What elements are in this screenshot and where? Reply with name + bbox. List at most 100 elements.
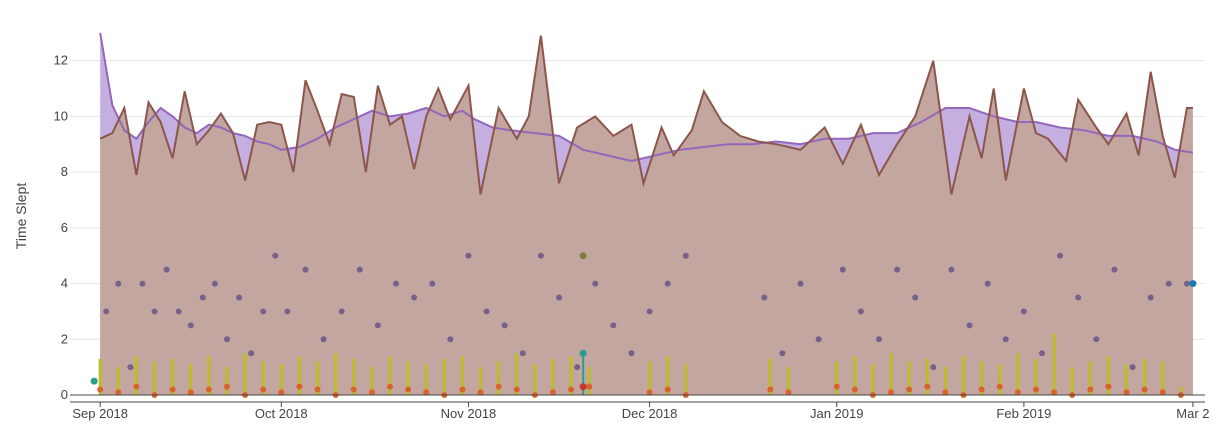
special-point (90, 377, 98, 385)
bar (1179, 386, 1183, 396)
data-point (411, 294, 418, 301)
data-point (447, 336, 454, 343)
marker-point (664, 386, 671, 393)
data-point (163, 266, 170, 273)
data-point (1165, 280, 1172, 287)
bar (768, 358, 772, 396)
y-tick-label: 12 (54, 53, 68, 68)
data-point (393, 280, 400, 287)
marker-point (223, 383, 230, 390)
data-point (1038, 350, 1045, 357)
y-axis-title: Time Slept (13, 183, 29, 250)
data-point (260, 308, 267, 315)
marker-point (1159, 389, 1166, 396)
data-point (501, 322, 508, 329)
data-point (628, 350, 635, 357)
x-tick-label: Dec 2018 (622, 406, 678, 421)
data-point (151, 308, 158, 315)
marker-point (423, 389, 430, 396)
marker-point (278, 389, 285, 396)
data-point (356, 266, 363, 273)
data-point (236, 294, 243, 301)
bar (648, 361, 652, 396)
marker-point (260, 386, 267, 393)
bar (424, 364, 428, 396)
bar (943, 367, 947, 396)
data-point (930, 364, 937, 371)
data-point (664, 280, 671, 287)
bar (1070, 367, 1074, 396)
data-point (948, 266, 955, 273)
marker-point (568, 386, 575, 393)
bar (442, 358, 446, 396)
bar (786, 367, 790, 396)
bar (998, 364, 1002, 396)
bar (925, 358, 929, 396)
marker-point (978, 386, 985, 393)
bar (533, 364, 537, 396)
marker-point (767, 386, 774, 393)
daily-sleep-area (100, 35, 1193, 395)
bar (116, 367, 120, 396)
data-point (429, 280, 436, 287)
marker-point (549, 389, 556, 396)
data-point (248, 350, 255, 357)
data-point (646, 308, 653, 315)
bar (569, 356, 573, 396)
bar (153, 361, 157, 396)
daily-sleep-line (99, 35, 1193, 195)
data-point (1020, 308, 1027, 315)
data-point (779, 350, 786, 357)
data-point (761, 294, 768, 301)
data-point (374, 322, 381, 329)
y-tick-label: 6 (61, 220, 68, 235)
bar (1034, 358, 1038, 396)
bar (316, 361, 320, 396)
bar (370, 367, 374, 396)
y-tick-label: 8 (61, 164, 68, 179)
bar (907, 361, 911, 396)
data-point (556, 294, 563, 301)
x-tick-label: Feb 2019 (996, 406, 1051, 421)
bar (1143, 358, 1147, 396)
data-point (1057, 252, 1064, 259)
bar (334, 353, 338, 396)
data-point (519, 350, 526, 357)
bar (1016, 353, 1020, 396)
marker-point (133, 383, 140, 390)
marker-point (350, 386, 357, 393)
data-point (187, 322, 194, 329)
bar (261, 361, 265, 396)
bar (587, 367, 591, 396)
data-point (284, 308, 291, 315)
data-point (839, 266, 846, 273)
bar (497, 361, 501, 396)
x-tick-label: Mar 2 (1176, 406, 1209, 421)
bar (1052, 333, 1056, 396)
bar (962, 356, 966, 396)
y-tick-label: 0 (61, 387, 68, 402)
data-point (223, 336, 230, 343)
bar (297, 356, 301, 396)
data-point (815, 336, 822, 343)
bar (98, 358, 102, 396)
bar (243, 353, 247, 396)
bar (980, 361, 984, 396)
marker-point (187, 389, 194, 396)
data-point (894, 266, 901, 273)
bar (388, 356, 392, 396)
marker-point (1087, 386, 1094, 393)
x-tick-label: Sep 2018 (72, 406, 128, 421)
data-point (966, 322, 973, 329)
marker-point (888, 389, 895, 396)
data-point (1129, 364, 1136, 371)
marker-point (97, 386, 104, 393)
data-point (199, 294, 206, 301)
marker-point (1123, 389, 1130, 396)
bar (889, 353, 893, 396)
marker-point (586, 383, 593, 390)
bar (134, 356, 138, 396)
data-point (1093, 336, 1100, 343)
